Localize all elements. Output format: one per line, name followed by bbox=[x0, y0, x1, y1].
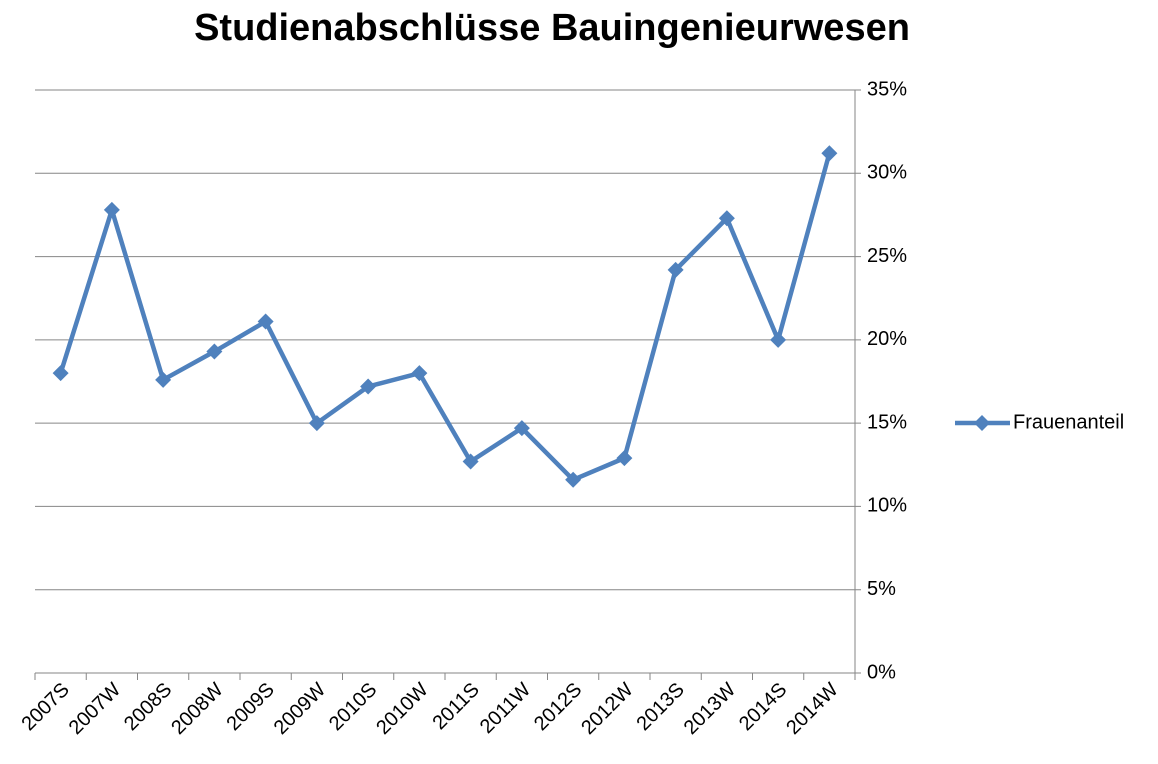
point-marker bbox=[667, 261, 684, 278]
y-tick-label: 15% bbox=[867, 411, 907, 433]
point-marker bbox=[565, 471, 582, 488]
point-marker bbox=[103, 201, 120, 218]
y-tick-label: 20% bbox=[867, 328, 907, 350]
y-tick-label: 30% bbox=[867, 162, 907, 184]
y-tick-label: 0% bbox=[867, 661, 896, 683]
y-tick-label: 5% bbox=[867, 578, 896, 600]
point-marker bbox=[411, 365, 428, 382]
point-marker bbox=[206, 343, 223, 360]
point-marker bbox=[616, 450, 633, 467]
chart-title: Studienabschlüsse Bauingenieurwesen bbox=[194, 7, 910, 49]
point-marker bbox=[52, 365, 69, 382]
point-marker bbox=[155, 371, 172, 388]
point-marker bbox=[360, 378, 377, 395]
point-marker bbox=[308, 415, 325, 432]
series-line bbox=[58, 152, 832, 483]
point-marker bbox=[770, 331, 787, 348]
y-tick-label: 10% bbox=[867, 495, 907, 517]
y-tick-label: 35% bbox=[867, 78, 907, 100]
legend-marker bbox=[974, 415, 990, 431]
point-marker bbox=[462, 453, 479, 470]
point-marker bbox=[257, 313, 274, 330]
legend-label: Frauenanteil bbox=[1013, 411, 1124, 433]
y-tick-label: 25% bbox=[867, 245, 907, 267]
point-marker bbox=[513, 420, 530, 437]
point-marker bbox=[718, 210, 735, 227]
point-marker bbox=[821, 145, 838, 162]
